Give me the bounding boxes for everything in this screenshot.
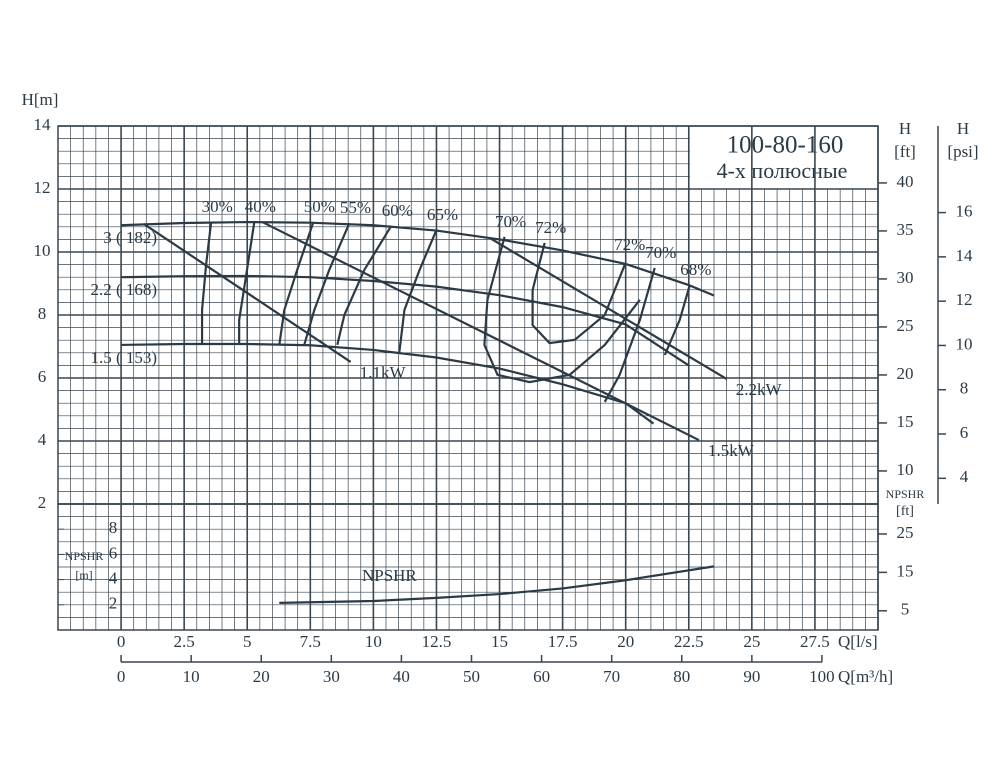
title-box xyxy=(690,127,877,189)
x2-axis-label: Q[m³/h] xyxy=(838,667,893,686)
x-tick-label: 27.5 xyxy=(800,632,830,651)
y3-tick-label: 8 xyxy=(960,379,969,398)
y2-tick-label: 15 xyxy=(897,412,914,431)
y-axis-label: [m] xyxy=(75,568,92,582)
efficiency-label: 60% xyxy=(382,201,413,220)
x2-tick-label: 10 xyxy=(183,667,200,686)
y2-tick-label: 25 xyxy=(897,523,914,542)
curve-label: 3 ( 182) xyxy=(103,228,157,247)
y2-tick-label: 15 xyxy=(897,561,914,580)
power-label: 2.2kW xyxy=(736,380,783,399)
y2-tick-label: 40 xyxy=(897,172,914,191)
y-tick-label: 2 xyxy=(109,594,118,613)
y2-tick-label: 20 xyxy=(897,364,914,383)
efficiency-label: 55% xyxy=(340,198,371,217)
efficiency-label: 70% xyxy=(645,243,676,262)
series-label: NPSHR xyxy=(362,566,417,585)
curve xyxy=(398,229,438,352)
y-tick-label: 4 xyxy=(109,569,118,588)
chart-subtitle: 4-х полюсные xyxy=(717,158,848,183)
efficiency-label: 72% xyxy=(614,235,645,254)
x-tick-label: 0 xyxy=(117,632,126,651)
curve xyxy=(278,221,315,346)
y-axis-label: H[m] xyxy=(22,90,59,109)
y3-tick-label: 10 xyxy=(956,334,973,353)
x-axis-label: Q[l/s] xyxy=(838,632,878,651)
y3-tick-label: 14 xyxy=(956,246,974,265)
curve xyxy=(531,242,626,345)
y-tick-label: 14 xyxy=(34,115,52,134)
curve xyxy=(483,236,641,384)
y2-axis-label: NPSHR xyxy=(886,487,925,501)
efficiency-label: 30% xyxy=(202,197,233,216)
y2-axis-label: [ft] xyxy=(894,142,916,161)
y-tick-label: 10 xyxy=(34,241,51,260)
curve xyxy=(279,565,715,605)
x2-tick-label: 30 xyxy=(323,667,340,686)
x-tick-label: 12.5 xyxy=(422,632,452,651)
y-tick-label: 6 xyxy=(109,543,118,562)
curve xyxy=(121,342,655,425)
y2-axis-label: H xyxy=(899,119,911,138)
curve-label: 2.2 ( 168) xyxy=(90,280,157,299)
efficiency-label: 50% xyxy=(304,197,335,216)
x2-tick-label: 40 xyxy=(393,667,410,686)
x-tick-label: 25 xyxy=(743,632,760,651)
x2-tick-label: 20 xyxy=(253,667,270,686)
efficiency-label: 72% xyxy=(535,218,566,237)
curve xyxy=(663,284,691,356)
chart-title: 100-80-160 xyxy=(727,132,844,159)
x-tick-label: 15 xyxy=(491,632,508,651)
x-tick-label: 22.5 xyxy=(674,632,704,651)
power-label: 1.5kW xyxy=(708,441,755,460)
x2-tick-label: 90 xyxy=(743,667,760,686)
curve-label: 1.5 ( 153) xyxy=(90,348,157,367)
curve xyxy=(200,221,213,345)
y2-axis-label: [ft] xyxy=(896,504,914,519)
y2-tick-label: 25 xyxy=(897,316,914,335)
efficiency-label: 40% xyxy=(245,197,276,216)
y2-tick-label: 10 xyxy=(897,460,914,479)
curve xyxy=(143,223,352,363)
y-axis-label: NPSHR xyxy=(65,549,104,563)
y2-tick-label: 35 xyxy=(897,220,914,239)
x-tick-label: 20 xyxy=(617,632,634,651)
curve xyxy=(303,222,351,346)
y3-tick-label: 16 xyxy=(956,201,973,220)
y3-tick-label: 4 xyxy=(960,467,969,486)
plot-border xyxy=(57,503,879,631)
power-label: 1.1kW xyxy=(360,363,407,382)
y3-axis-label: [psi] xyxy=(947,142,978,161)
y2-tick-label: 30 xyxy=(897,268,914,287)
curve xyxy=(238,221,256,345)
x-tick-label: 7.5 xyxy=(300,632,321,651)
x-tick-label: 10 xyxy=(365,632,382,651)
x-tick-label: 17.5 xyxy=(548,632,578,651)
curve xyxy=(121,274,690,367)
x2-tick-label: 50 xyxy=(463,667,480,686)
efficiency-label: 70% xyxy=(495,212,526,231)
efficiency-label: 65% xyxy=(427,205,458,224)
x-tick-label: 5 xyxy=(243,632,252,651)
y-tick-label: 2 xyxy=(38,493,47,512)
x2-tick-label: 100 xyxy=(809,667,835,686)
y3-tick-label: 6 xyxy=(960,423,969,442)
x2-tick-label: 80 xyxy=(673,667,690,686)
y2-tick-label: 5 xyxy=(901,600,910,619)
y3-tick-label: 12 xyxy=(956,290,973,309)
y-tick-label: 12 xyxy=(34,178,51,197)
x-tick-label: 2.5 xyxy=(174,632,195,651)
curve xyxy=(336,225,393,346)
x2-tick-label: 70 xyxy=(603,667,620,686)
y-tick-label: 6 xyxy=(38,367,47,386)
x2-tick-label: 0 xyxy=(117,667,126,686)
y-tick-label: 8 xyxy=(38,304,47,323)
y-tick-label: 8 xyxy=(109,518,118,537)
curve xyxy=(603,267,656,403)
y-tick-label: 4 xyxy=(38,430,47,449)
y3-axis-label: H xyxy=(957,119,969,138)
efficiency-label: 68% xyxy=(680,260,711,279)
x2-tick-label: 60 xyxy=(533,667,550,686)
